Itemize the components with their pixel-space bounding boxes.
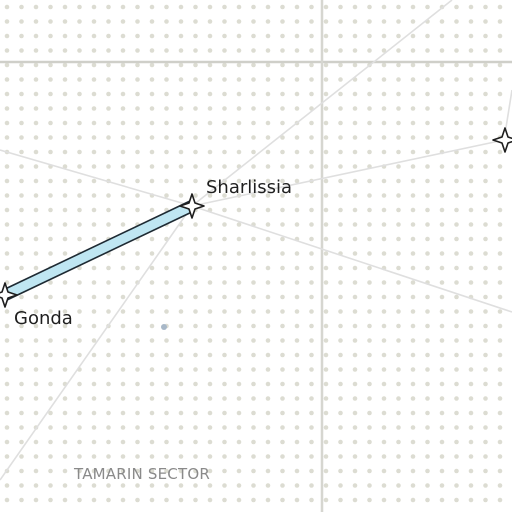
star-icon[interactable]	[179, 193, 205, 219]
sector-label: TAMARIN SECTOR	[73, 465, 210, 483]
route-line	[191, 139, 505, 207]
route-line	[191, 205, 512, 313]
star-icon[interactable]	[0, 282, 18, 308]
waypoint-dot	[161, 324, 167, 330]
route-line	[191, 0, 453, 207]
route-line	[0, 205, 193, 481]
system-label-sharlissia[interactable]: Sharlissia	[206, 177, 292, 198]
star-icon[interactable]	[492, 127, 512, 153]
system-label-gonda[interactable]: Gonda	[14, 308, 73, 329]
route-line	[0, 149, 193, 207]
route-lines	[0, 0, 512, 481]
